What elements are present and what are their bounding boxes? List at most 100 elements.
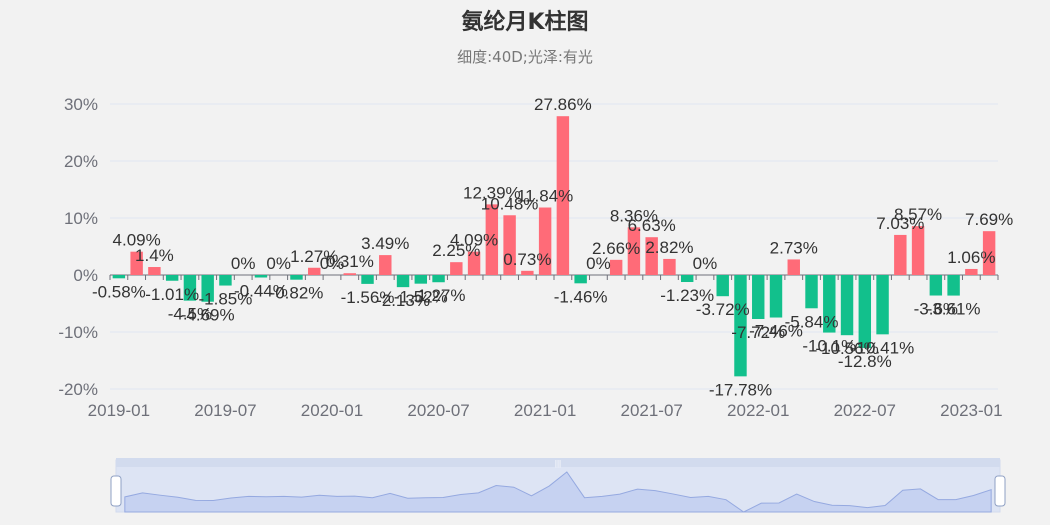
bar[interactable] — [627, 227, 641, 275]
data-label: 0% — [320, 254, 345, 273]
bar[interactable] — [840, 275, 854, 336]
bar[interactable] — [680, 275, 694, 283]
bar[interactable] — [574, 275, 587, 284]
data-label: 0% — [693, 254, 718, 273]
bar[interactable] — [290, 275, 303, 280]
bars[interactable] — [112, 116, 996, 377]
data-label: -10.41% — [851, 338, 914, 357]
data-label: 0.31% — [326, 252, 374, 271]
bar[interactable] — [645, 237, 658, 275]
data-label: -1.23% — [660, 286, 714, 305]
data-label: -4.5% — [168, 305, 212, 324]
data-label: -0.82% — [270, 284, 324, 303]
data-label: 0% — [586, 254, 611, 273]
data-label: 2.66% — [592, 239, 640, 258]
data-label: -5.84% — [785, 312, 839, 331]
bar[interactable] — [947, 275, 960, 296]
zoom-end-handle[interactable] — [994, 475, 1006, 507]
bar[interactable] — [609, 259, 623, 275]
data-label: -17.78% — [709, 380, 772, 399]
x-tick-label: 2022-07 — [834, 401, 896, 420]
bar[interactable] — [965, 268, 978, 275]
chart-subtitle: 细度:40D;光泽:有光 — [457, 48, 593, 66]
bar[interactable] — [894, 234, 907, 275]
bar[interactable] — [911, 226, 925, 275]
bar[interactable] — [379, 255, 392, 275]
bar[interactable] — [254, 275, 268, 278]
bar[interactable] — [823, 275, 836, 333]
data-label: 1.4% — [135, 246, 174, 265]
bar[interactable] — [521, 270, 534, 275]
data-label: 8.36% — [610, 206, 658, 225]
data-label: -1.27% — [412, 286, 466, 305]
y-axis: -20% -10% 0% 10% 20% 30% — [58, 95, 98, 399]
zoom-move-bar[interactable] — [116, 458, 1000, 467]
data-label: 11.84% — [517, 187, 573, 206]
data-label: -10.1% — [802, 337, 856, 356]
bar[interactable] — [787, 259, 800, 275]
bar[interactable] — [148, 267, 161, 275]
bar[interactable] — [165, 275, 179, 281]
data-label: 2.73% — [770, 238, 818, 257]
bar[interactable] — [556, 116, 570, 275]
data-label: 3.49% — [361, 234, 409, 253]
chart-title: 氨纶月K柱图 — [461, 10, 589, 35]
bar[interactable] — [876, 275, 889, 335]
bar[interactable] — [538, 207, 552, 275]
data-label: 10.48% — [481, 194, 539, 213]
data-label: -10.56% — [815, 339, 878, 358]
data-label: -0.58% — [92, 282, 146, 301]
data-label: -3.6% — [914, 300, 958, 319]
x-tick-label: 2021-01 — [514, 401, 576, 420]
bar[interactable] — [663, 258, 676, 275]
data-label: 2.25% — [432, 241, 480, 260]
zoom-start-handle[interactable] — [110, 475, 122, 507]
y-tick-label: -20% — [58, 380, 98, 399]
data-label: -1.01% — [145, 285, 199, 304]
x-tick-label: 2021-07 — [620, 401, 682, 420]
zoom-preview-area — [124, 471, 992, 513]
bar[interactable] — [467, 251, 481, 275]
bar[interactable] — [805, 275, 818, 309]
data-zoom-slider[interactable]: ||| — [110, 458, 1006, 513]
bar[interactable] — [858, 275, 872, 348]
bar[interactable] — [396, 275, 410, 288]
data-label: -4.69% — [181, 306, 235, 325]
y-tick-label: -10% — [58, 323, 98, 342]
bar[interactable] — [201, 275, 214, 302]
bar[interactable] — [485, 204, 499, 275]
bar[interactable] — [752, 275, 765, 320]
bar[interactable] — [929, 275, 943, 296]
bar[interactable] — [219, 275, 232, 286]
data-label: -7.46% — [749, 322, 803, 341]
x-tick-label: 2023-01 — [940, 401, 1002, 420]
bar[interactable] — [450, 262, 463, 275]
bar[interactable] — [432, 275, 445, 283]
data-label: -7.72% — [731, 323, 785, 342]
bar[interactable] — [716, 275, 729, 297]
bar[interactable] — [982, 231, 996, 275]
bar[interactable] — [769, 275, 783, 318]
x-tick-label: 2020-07 — [407, 401, 469, 420]
bar[interactable] — [130, 251, 143, 275]
data-label: 4.09% — [450, 231, 498, 250]
bar[interactable] — [734, 275, 747, 377]
bar[interactable] — [343, 273, 356, 275]
data-label: -1.85% — [199, 290, 253, 309]
data-label: -2.13% — [376, 291, 430, 310]
bar[interactable] — [503, 215, 516, 275]
y-tick-label: 20% — [64, 152, 98, 171]
data-label: 4.09% — [113, 231, 161, 250]
bar[interactable] — [361, 275, 374, 284]
bar[interactable] — [183, 275, 197, 301]
data-label: 0.73% — [503, 250, 551, 269]
zoom-grip-icon[interactable]: ||| — [555, 459, 561, 468]
data-label: 6.63% — [628, 216, 676, 235]
data-label: 8.57% — [894, 205, 942, 224]
data-label: 7.03% — [876, 214, 924, 233]
bar[interactable] — [414, 275, 428, 284]
bar[interactable] — [308, 267, 321, 275]
data-label: -3.72% — [696, 300, 750, 319]
bar[interactable] — [112, 275, 126, 279]
